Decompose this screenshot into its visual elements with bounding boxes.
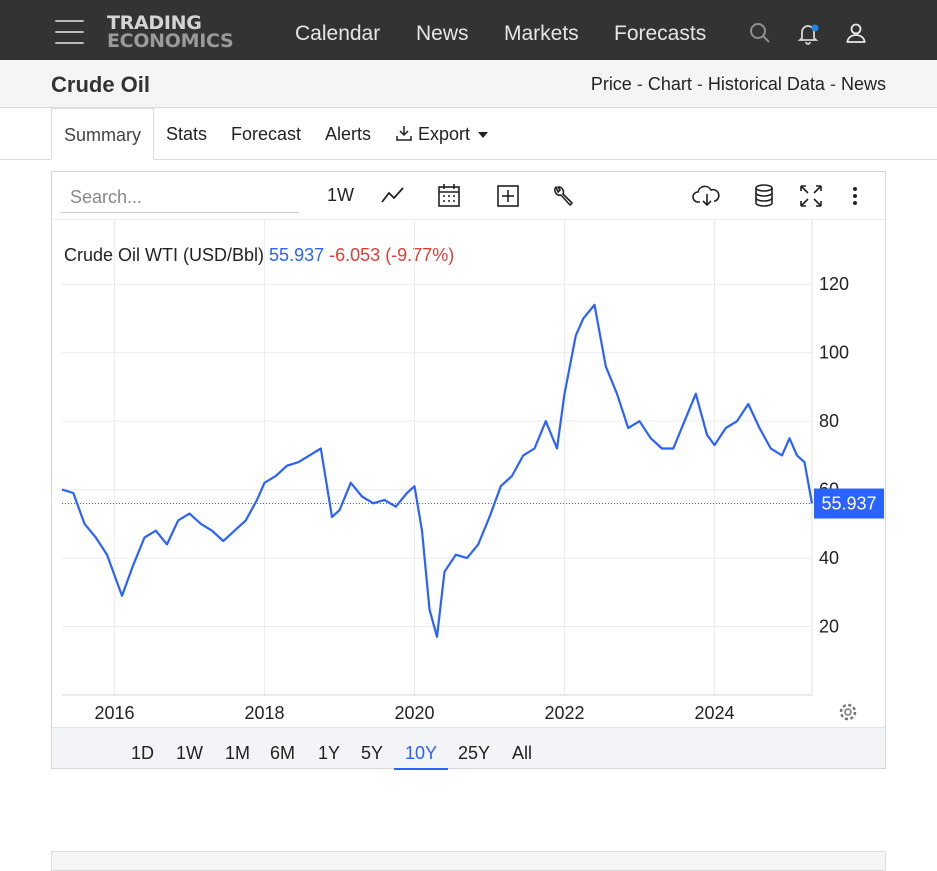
period-25y[interactable]: 25Y <box>458 743 491 763</box>
period-10y[interactable]: 10Y <box>405 743 438 763</box>
cloud-download-icon[interactable] <box>692 183 722 209</box>
breadcrumb-chart[interactable]: Chart <box>647 74 692 94</box>
tab-forecast[interactable]: Forecast <box>231 124 302 144</box>
user-icon[interactable] <box>844 21 868 45</box>
period-1w[interactable]: 1W <box>176 743 203 763</box>
period-6m[interactable]: 6M <box>270 743 296 763</box>
x-tick-label: 2022 <box>544 703 584 723</box>
period-1y[interactable]: 1Y <box>318 743 341 763</box>
fullscreen-icon[interactable] <box>798 183 824 209</box>
more-vertical-icon[interactable] <box>848 183 862 209</box>
calendar-icon[interactable] <box>437 183 461 209</box>
logo-line-1: TRADING <box>107 12 202 34</box>
y-tick-label: 120 <box>819 274 849 294</box>
x-tick-label: 2018 <box>244 703 284 723</box>
nav-link-forecasts[interactable]: Forecasts <box>614 22 707 45</box>
tab-alerts[interactable]: Alerts <box>325 124 372 144</box>
toolbar-divider <box>52 219 885 220</box>
y-tick-label: 100 <box>819 343 849 363</box>
tab-export-label: Export <box>418 124 471 144</box>
tab-export[interactable]: Export <box>395 124 489 145</box>
active-period-indicator <box>394 768 448 770</box>
breadcrumb-price[interactable]: Price <box>590 74 632 94</box>
logo-line-2: ECONOMICS <box>107 30 234 52</box>
tab-stats[interactable]: Stats <box>166 124 208 144</box>
x-tick-label: 2024 <box>694 703 734 723</box>
x-tick-label: 2016 <box>94 703 134 723</box>
sub-header: Crude Oil Price - Chart - Historical Dat… <box>0 60 937 108</box>
nav-link-news[interactable]: News <box>416 22 469 45</box>
period-1m[interactable]: 1M <box>225 743 251 763</box>
search-input[interactable] <box>60 183 299 213</box>
breadcrumb-separator: - <box>636 74 643 94</box>
breadcrumb-news[interactable]: News <box>840 74 886 94</box>
wrench-icon[interactable] <box>551 183 575 209</box>
period-5y[interactable]: 5Y <box>361 743 384 763</box>
chart-settings-gear-icon[interactable] <box>839 703 857 721</box>
last-value-label: 55.937 <box>821 494 876 514</box>
y-tick-label: 80 <box>819 411 839 431</box>
period-selector: 1D 1W 1M 6M 1Y 5Y 10Y 25Y All <box>52 727 885 770</box>
period-1d[interactable]: 1D <box>131 743 155 763</box>
legend-price: 55.937 <box>269 245 325 265</box>
y-tick-label: 20 <box>819 617 839 637</box>
chart-panel <box>51 171 886 769</box>
logo[interactable]: TRADING ECONOMICS <box>107 12 234 52</box>
line-chart-icon[interactable] <box>380 183 406 209</box>
legend-change-pct: (-9.77%) <box>385 245 455 265</box>
next-section <box>51 851 886 871</box>
breadcrumb: Price - Chart - Historical Data - News <box>591 74 886 95</box>
tab-summary[interactable]: Summary <box>51 108 155 160</box>
top-nav: TRADING ECONOMICS Calendar News Markets … <box>0 0 937 60</box>
legend-change: -6.053 <box>329 245 381 265</box>
page-title: Crude Oil <box>51 72 151 97</box>
chevron-down-icon <box>478 132 489 139</box>
price-series-line <box>61 303 814 638</box>
nav-link-markets[interactable]: Markets <box>504 22 579 45</box>
breadcrumb-historical-data[interactable]: Historical Data <box>707 74 825 94</box>
breadcrumb-separator: - <box>829 74 836 94</box>
last-value-label-bg <box>814 488 884 519</box>
nav-link-calendar[interactable]: Calendar <box>295 22 381 45</box>
period-all[interactable]: All <box>512 743 533 763</box>
y-tick-label: 40 <box>819 548 839 568</box>
tab-bar: Summary Stats Forecast Alerts Export <box>0 108 937 160</box>
breadcrumb-separator: - <box>696 74 703 94</box>
database-icon[interactable] <box>752 183 776 209</box>
x-tick-label: 2020 <box>394 703 434 723</box>
download-icon <box>396 126 412 141</box>
notification-dot <box>811 24 819 32</box>
bell-icon[interactable] <box>796 21 820 45</box>
price-chart[interactable]: 204060801001202016201820202022202455.937 <box>52 220 885 727</box>
compare-plus-icon[interactable] <box>496 183 520 209</box>
hamburger-menu-icon[interactable] <box>55 20 84 44</box>
search-icon[interactable] <box>748 21 772 45</box>
interval-button[interactable]: 1W <box>327 185 354 205</box>
